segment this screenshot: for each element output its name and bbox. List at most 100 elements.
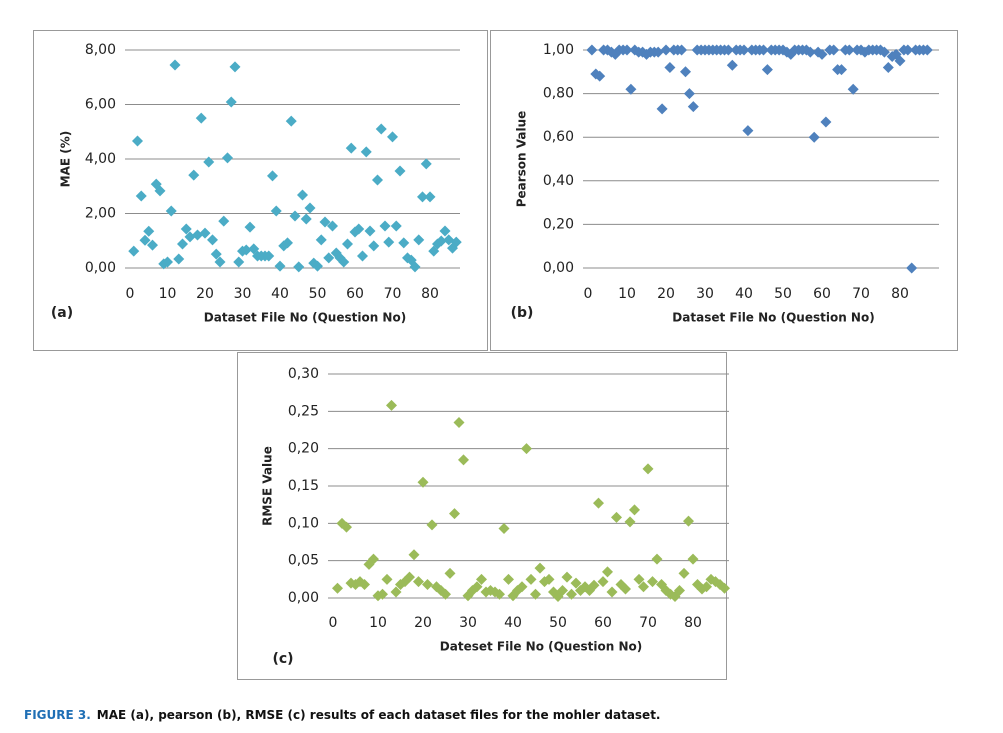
marker <box>154 185 166 197</box>
marker <box>282 237 293 249</box>
panel-label: (c) <box>272 651 293 667</box>
marker <box>594 70 606 82</box>
x-tick-label: 40 <box>271 286 289 302</box>
marker <box>444 567 456 579</box>
marker <box>878 46 890 58</box>
x-tick-label: 40 <box>504 615 522 631</box>
y-tick-label: 0,20 <box>288 441 319 457</box>
x-tick-label: 50 <box>774 286 792 302</box>
marker <box>629 504 640 516</box>
x-axis-title: Dataset File No (Question No) <box>204 311 406 325</box>
marker <box>687 101 699 113</box>
panel-label: (a) <box>51 305 73 321</box>
y-tick-label: 0,40 <box>543 173 574 189</box>
marker <box>214 256 226 268</box>
marker <box>656 103 668 115</box>
marker <box>719 582 730 594</box>
x-tick-label: 0 <box>584 286 593 302</box>
marker <box>233 256 245 268</box>
marker <box>543 573 555 585</box>
marker <box>147 239 158 251</box>
x-tick-label: 40 <box>735 286 753 302</box>
marker <box>139 234 151 246</box>
y-tick-label: 4,00 <box>85 151 116 167</box>
marker <box>521 443 532 455</box>
panel-frame <box>237 352 727 680</box>
x-tick-label: 60 <box>594 615 612 631</box>
y-tick-label: 2,00 <box>85 206 116 222</box>
marker <box>394 165 406 177</box>
marker <box>683 88 695 100</box>
marker <box>494 588 505 600</box>
marker <box>726 59 738 71</box>
panel-label: (b) <box>511 305 534 321</box>
marker <box>449 508 460 520</box>
marker <box>184 231 196 243</box>
y-tick-label: 1,00 <box>543 42 574 58</box>
marker <box>315 234 327 246</box>
x-tick-label: 20 <box>414 615 432 631</box>
y-axis-title: MAE (%) <box>59 131 73 188</box>
marker <box>342 238 353 250</box>
marker <box>566 588 577 600</box>
figure-label: FIGURE 3. <box>24 708 91 722</box>
marker <box>195 112 207 124</box>
marker <box>128 245 140 257</box>
marker <box>387 131 398 143</box>
x-tick-label: 20 <box>196 286 214 302</box>
marker <box>651 553 663 565</box>
marker <box>390 220 402 232</box>
marker <box>816 48 828 60</box>
x-tick-label: 70 <box>384 286 402 302</box>
x-tick-label: 70 <box>639 615 657 631</box>
caption-text: MAE (a), pearson (b), RMSE (c) results o… <box>96 708 661 722</box>
y-tick-label: 0,15 <box>288 478 319 494</box>
marker <box>758 44 769 56</box>
marker <box>381 573 393 585</box>
marker <box>225 96 237 108</box>
marker <box>404 571 415 583</box>
marker <box>173 253 185 265</box>
marker <box>611 511 622 523</box>
marker <box>498 523 510 535</box>
marker <box>503 573 514 585</box>
marker <box>439 225 451 237</box>
marker <box>828 44 840 56</box>
marker <box>424 191 436 203</box>
marker <box>450 236 462 248</box>
marker <box>207 234 218 246</box>
marker <box>274 260 286 272</box>
x-tick-label: 10 <box>369 615 387 631</box>
marker <box>270 205 282 217</box>
y-tick-label: 0,80 <box>543 86 574 102</box>
marker <box>761 64 773 76</box>
x-tick-label: 0 <box>329 615 338 631</box>
marker <box>420 158 432 170</box>
marker <box>847 83 859 95</box>
x-tick-label: 10 <box>159 286 177 302</box>
marker <box>804 46 816 58</box>
marker <box>319 216 331 228</box>
marker <box>353 223 365 235</box>
marker <box>368 240 380 252</box>
marker <box>422 579 433 591</box>
figure: 0,00 2,00 4,00 6,00 8,00 0 10 20 30 40 50 60 70 80 MAE… <box>33 30 958 680</box>
marker <box>143 225 155 237</box>
x-tick-label: 80 <box>891 286 909 302</box>
marker <box>135 190 147 202</box>
marker <box>383 236 395 248</box>
marker <box>413 576 424 588</box>
marker <box>624 516 636 528</box>
marker <box>738 44 750 56</box>
marker <box>413 234 425 246</box>
marker <box>341 521 352 533</box>
marker <box>894 55 906 67</box>
y-tick-label: 6,00 <box>85 97 116 113</box>
marker <box>426 519 438 531</box>
marker <box>375 123 387 135</box>
panel-frame <box>490 30 958 351</box>
y-axis-title: RMSE Value <box>261 446 275 526</box>
x-tick-label: 0 <box>126 286 135 302</box>
marker <box>132 135 143 147</box>
